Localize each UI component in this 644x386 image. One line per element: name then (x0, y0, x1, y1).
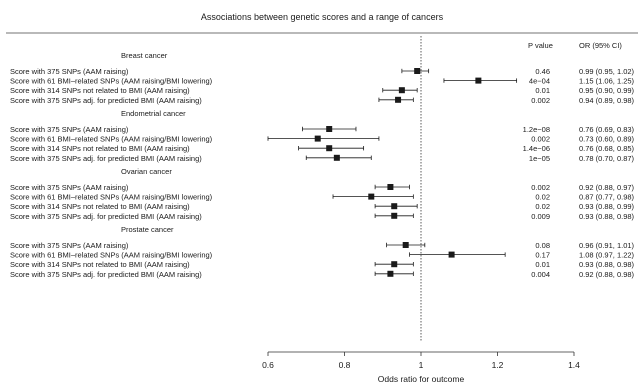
point-estimate (387, 270, 394, 277)
point-estimate (314, 135, 321, 142)
or-ci: 0.78 (0.70, 0.87) (579, 154, 635, 163)
or-ci-header: OR (95% CI) (579, 41, 622, 50)
p-value: 4e−04 (529, 77, 550, 86)
point-estimate (326, 145, 333, 152)
or-ci: 0.96 (0.91, 1.01) (579, 241, 635, 250)
row-label: Score with 375 SNPs (AAM raising) (10, 67, 129, 76)
or-ci: 0.76 (0.68, 0.85) (579, 144, 635, 153)
plot-rows: Breast cancer Score with 375 SNPs (AAM ra… (10, 51, 635, 279)
or-ci: 0.93 (0.88, 0.99) (579, 202, 635, 211)
row-label: Score with 61 BMI–related SNPs (AAM rais… (10, 135, 213, 144)
x-tick-label: 0.8 (339, 360, 351, 370)
point-estimate (391, 203, 398, 210)
p-value: 0.002 (531, 183, 550, 192)
row-label: Score with 375 SNPs (AAM raising) (10, 183, 129, 192)
row-label: Score with 314 SNPs not related to BMI (… (10, 202, 190, 211)
p-value: 0.02 (535, 193, 550, 202)
p-value-header: P value (528, 41, 553, 50)
p-value: 1e−05 (529, 154, 550, 163)
or-ci: 0.92 (0.88, 0.98) (579, 270, 635, 279)
row-label: Score with 375 SNPs (AAM raising) (10, 125, 129, 134)
point-estimate (326, 126, 333, 132)
or-ci: 0.99 (0.95, 1.02) (579, 67, 635, 76)
section-heading: Endometrial cancer (121, 109, 186, 118)
row-label: Score with 375 SNPs adj. for predicted B… (10, 270, 202, 279)
row-label: Score with 375 SNPs adj. for predicted B… (10, 96, 202, 105)
or-ci: 0.92 (0.88, 0.97) (579, 183, 635, 192)
p-value: 0.46 (535, 67, 550, 76)
row-label: Score with 375 SNPs (AAM raising) (10, 241, 129, 250)
section-heading: Breast cancer (121, 51, 168, 60)
row-label: Score with 61 BMI–related SNPs (AAM rais… (10, 193, 213, 202)
or-ci: 0.95 (0.90, 0.99) (579, 86, 635, 95)
x-axis-ticks: 0.6 0.8 1 1.2 1.4 (262, 352, 580, 370)
p-value: 0.08 (535, 241, 550, 250)
or-ci: 0.93 (0.88, 0.98) (579, 260, 635, 269)
or-ci: 0.93 (0.88, 0.98) (579, 212, 635, 221)
x-tick-label: 0.6 (262, 360, 274, 370)
point-estimate (395, 96, 402, 103)
row-label: Score with 314 SNPs not related to BMI (… (10, 260, 190, 269)
or-ci: 0.94 (0.89, 0.98) (579, 96, 635, 105)
or-ci: 0.87 (0.77, 0.98) (579, 193, 635, 202)
row-label: Score with 314 SNPs not related to BMI (… (10, 86, 190, 95)
or-ci: 1.08 (0.97, 1.22) (579, 251, 635, 260)
or-ci: 0.76 (0.69, 0.83) (579, 125, 635, 134)
point-estimate (387, 184, 394, 190)
or-ci: 0.73 (0.60, 0.89) (579, 135, 635, 144)
p-value: 1.2e−08 (523, 125, 550, 134)
point-estimate (448, 251, 455, 258)
x-tick-label: 1.2 (492, 360, 504, 370)
row-label: Score with 375 SNPs adj. for predicted B… (10, 154, 202, 163)
row-label: Score with 314 SNPs not related to BMI (… (10, 144, 190, 153)
p-value: 0.01 (535, 260, 550, 269)
point-estimate (414, 68, 421, 74)
p-value: 0.01 (535, 86, 550, 95)
p-value: 0.17 (535, 251, 550, 260)
p-value: 1.4e−06 (523, 144, 550, 153)
p-value: 0.02 (535, 202, 550, 211)
p-value: 0.002 (531, 135, 550, 144)
point-estimate (398, 87, 405, 94)
section-heading: Prostate cancer (121, 225, 174, 234)
point-estimate (333, 154, 340, 161)
x-tick-label: 1.4 (568, 360, 580, 370)
p-value: 0.009 (531, 212, 550, 221)
point-estimate (391, 261, 398, 268)
chart-title: Associations between genetic scores and … (201, 12, 444, 22)
p-value: 0.002 (531, 96, 550, 105)
section-heading: Ovarian cancer (121, 167, 172, 176)
or-ci: 1.15 (1.06, 1.25) (579, 77, 635, 86)
row-label: Score with 61 BMI–related SNPs (AAM rais… (10, 77, 213, 86)
point-estimate (391, 212, 398, 219)
row-label: Score with 375 SNPs adj. for predicted B… (10, 212, 202, 221)
p-value: 0.004 (531, 270, 550, 279)
point-estimate (475, 77, 482, 84)
point-estimate (402, 242, 409, 248)
row-label: Score with 61 BMI–related SNPs (AAM rais… (10, 251, 213, 260)
point-estimate (368, 193, 375, 200)
x-axis-label: Odds ratio for outcome (378, 374, 465, 384)
x-tick-label: 1 (419, 360, 424, 370)
